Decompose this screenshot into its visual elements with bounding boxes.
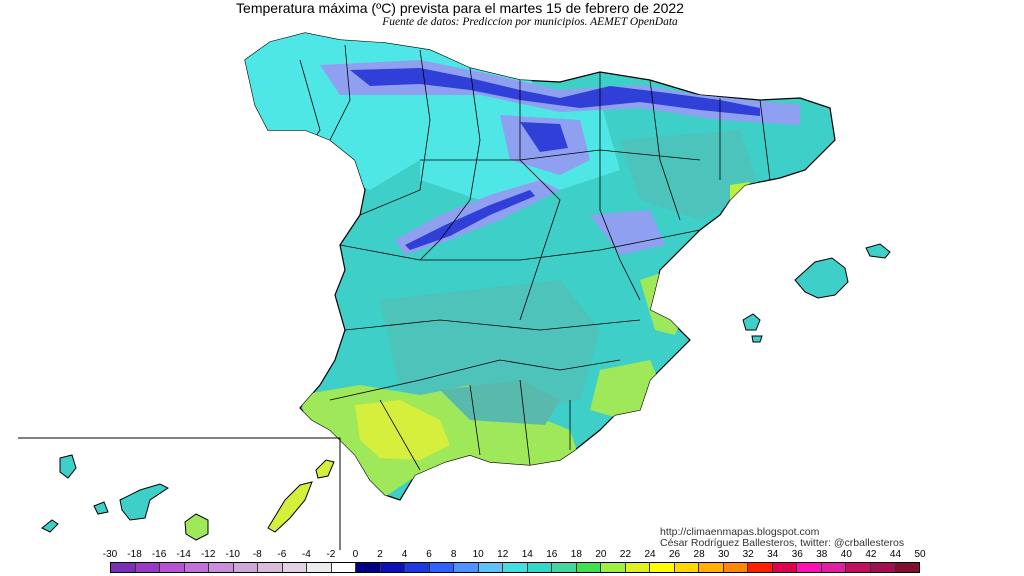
scale-swatch [405,563,430,572]
scale-tick-label: -6 [277,549,287,560]
island-menorca [865,243,891,259]
scale-tick-label: 26 [668,549,681,560]
scale-tick-label: -30 [102,549,118,560]
scale-swatch [870,563,896,572]
zone-blue-iberian [520,122,568,152]
scale-tick-label: 8 [450,549,457,560]
scale-swatch [184,563,210,572]
island-fuerteventura [267,481,313,533]
island-gran-canaria [184,513,209,541]
scale-tick-label: -10 [225,549,240,560]
scale-tick-label: -16 [151,549,167,560]
scale-swatch [307,563,332,572]
scale-tick-label: 50 [914,549,926,560]
scale-swatch [527,563,553,572]
island-lanzarote [315,459,335,479]
scale-tick-label: 38 [816,549,828,560]
zone-teal-south [380,280,600,420]
scale-swatch [552,563,577,572]
scale-swatch [503,563,528,572]
scale-swatch [674,563,700,572]
scale-ticks: -30 -18 -16 -14 -12 -10 -8 -6 -4 -2 0 2 4 6 8 10 12 14 16 1… [103,549,926,561]
scale-swatch [282,563,308,572]
scale-tick-label: 20 [595,549,607,560]
zone-teal-east [620,130,760,220]
scale-tick-label: -2 [326,549,336,560]
scale-swatch [797,563,822,572]
scale-tick-label: 30 [718,549,730,560]
scale-swatch [699,563,724,572]
zone-yellowgreen-guadalquivir [355,400,450,460]
scale-swatch [160,563,185,572]
scale-tick-label: 28 [693,549,705,560]
scale-tick-label: -18 [127,549,142,560]
zone-blue-central [405,190,535,250]
scale-tick-label: -14 [176,549,191,560]
scale-swatch [233,563,259,572]
scale-tick-label: 14 [521,549,533,560]
scale-swatch [356,563,381,572]
scale-tick-label: 22 [619,549,632,560]
island-la-palma [59,454,77,479]
scale-swatch [625,563,651,572]
island-el-hierro [41,519,59,533]
scale-tick-label: -4 [301,549,311,560]
scale-swatch [380,563,406,572]
scale-swatch [821,563,847,572]
scale-tick-label: 10 [472,549,484,560]
scale-swatch [111,563,136,572]
island-tenerife [119,483,169,521]
scale-swatch [895,563,920,572]
zone-teal-andalusia-mountains [440,380,560,425]
scale-colorbar [110,562,920,573]
island-formentera [751,335,763,343]
scale-tick-label: 4 [401,549,408,560]
island-ibiza [742,313,761,331]
scale-swatch [601,563,626,572]
scale-tick-label: 6 [426,549,432,560]
scale-tick-label: 34 [767,549,779,560]
scale-tick-label: 18 [570,549,582,560]
scale-swatch [723,563,749,572]
scale-tick-label: 44 [889,549,902,560]
scale-swatch [331,563,357,572]
scale-swatch [846,563,871,572]
scale-tick-label: -8 [252,549,262,560]
scale-swatch [772,563,798,572]
scale-swatch [429,563,455,572]
map-title: Temperatura máxima (ºC) prevista para el… [236,0,684,16]
credit-blog-url: http://climaenmapas.blogspot.com [660,526,820,538]
scale-tick-label: 0 [352,549,359,560]
scale-swatch [258,563,283,572]
scale-tick-label: 2 [377,549,383,560]
canary-inset-frame [18,437,341,550]
scale-tick-label: 16 [546,549,558,560]
island-mallorca [794,257,849,299]
scale-swatch [135,563,161,572]
credit-author: César Rodríguez Ballesteros, twitter: @c… [660,537,905,549]
scale-tick-label: 24 [644,549,656,560]
scale-swatch [454,563,479,572]
zone-blue-cantabrian [350,68,760,116]
island-la-gomera [93,501,109,515]
scale-tick-label: 40 [840,549,852,560]
scale-swatch [748,563,773,572]
scale-tick-label: 12 [497,549,509,560]
zone-lightblue-cuenca [590,210,665,255]
scale-swatch [209,563,234,572]
scale-swatch [650,563,675,572]
scale-swatch [478,563,504,572]
province-borders [299,44,771,471]
map-subtitle: Fuente de datos: Prediccion por municipi… [382,16,678,28]
temperature-scale: -30 -18 -16 -14 -12 -10 -8 -6 -4 -2 0 2 4 6 8 10 12 14 16 1… [103,549,926,575]
scale-tick-label: -12 [200,549,216,560]
scale-tick-label: 36 [791,549,803,560]
scale-tick-label: 42 [865,549,877,560]
scale-swatch [576,563,602,572]
scale-tick-label: 32 [742,549,754,560]
